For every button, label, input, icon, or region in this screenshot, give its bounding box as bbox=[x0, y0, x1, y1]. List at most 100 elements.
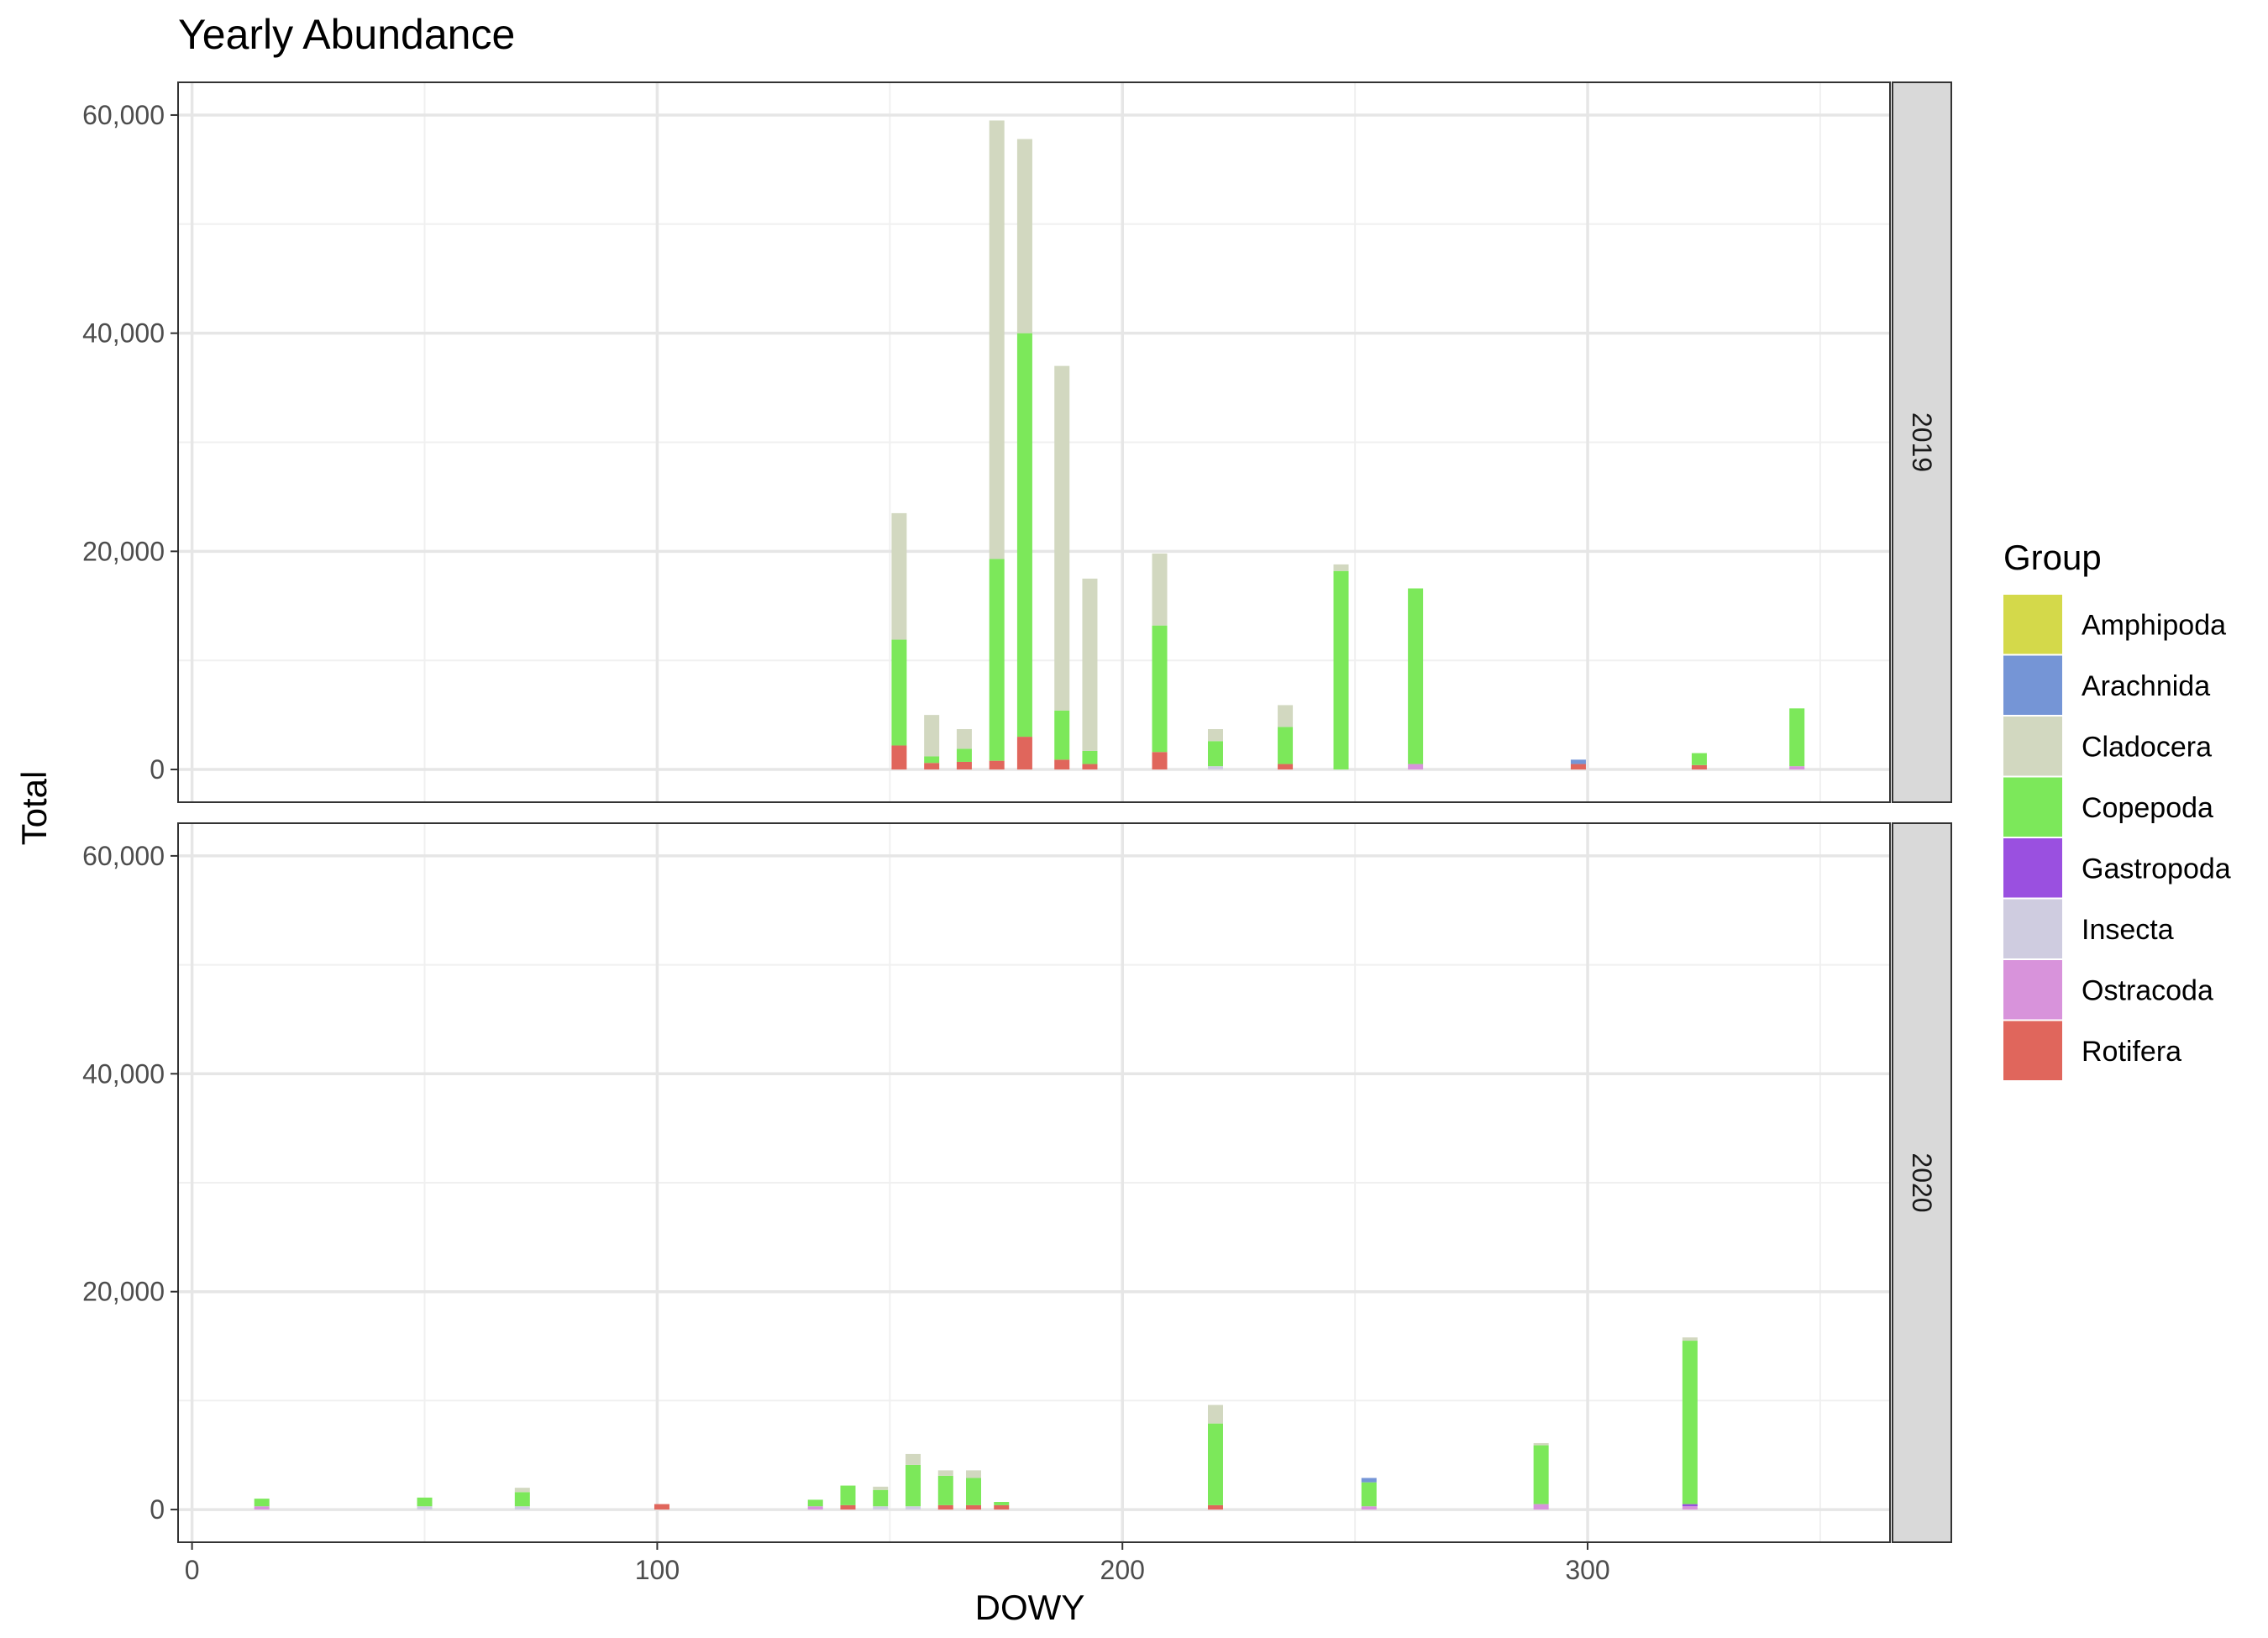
legend-swatch bbox=[2003, 1021, 2062, 1080]
legend-label: Ostracoda bbox=[2082, 974, 2213, 1006]
bar-segment-cladocera-day-235 bbox=[1278, 705, 1294, 727]
y-tick-label: 40,000 bbox=[82, 1058, 165, 1089]
bar-segment-ostracoda-day-290 bbox=[1533, 1504, 1549, 1510]
bar-segment-ostracoda-day-345 bbox=[1789, 766, 1805, 770]
legend-swatch bbox=[2003, 655, 2062, 715]
bar-segment-rotifera-day-152 bbox=[891, 745, 907, 770]
legend-item-arachnida: Arachnida bbox=[2003, 655, 2210, 715]
facet-strip-label: 2019 bbox=[1907, 412, 1937, 472]
bar-segment-copepoda-day-208 bbox=[1152, 625, 1168, 753]
bar-segment-rotifera-day-208 bbox=[1152, 752, 1168, 770]
bar-segment-copepoda-day-174 bbox=[994, 1502, 1010, 1505]
bar-segment-cladocera-day-290 bbox=[1533, 1442, 1549, 1446]
legend-label: Arachnida bbox=[2082, 670, 2210, 702]
bar-segment-cladocera-day-162 bbox=[937, 1470, 953, 1476]
bar-segment-arachnida-day-253 bbox=[1361, 1478, 1377, 1483]
bar-segment-copepoda-day-322 bbox=[1682, 1341, 1698, 1504]
y-tick-label: 60,000 bbox=[82, 841, 165, 871]
bar-segment-cladocera-day-187 bbox=[1054, 365, 1070, 711]
bar-segment-copepoda-day-166 bbox=[956, 748, 972, 762]
bar-segment-copepoda-day-50 bbox=[417, 1497, 433, 1507]
bar-segment-copepoda-day-235 bbox=[1278, 727, 1294, 764]
bar-segment-rotifera-day-324 bbox=[1691, 764, 1707, 770]
bar-segment-cladocera-day-71 bbox=[514, 1488, 530, 1493]
bar-segment-ostracoda-day-134 bbox=[807, 1506, 823, 1510]
bar-segment-copepoda-day-141 bbox=[840, 1485, 856, 1505]
bar-segment-copepoda-day-345 bbox=[1789, 708, 1805, 767]
bar-segment-copepoda-day-193 bbox=[1082, 750, 1098, 764]
bar-segment-insecta-day-71 bbox=[514, 1506, 530, 1510]
bar-segment-copepoda-day-71 bbox=[514, 1492, 530, 1507]
facet-strip bbox=[1892, 822, 1952, 1543]
bar-segment-rotifera-day-235 bbox=[1278, 764, 1294, 770]
bar-segment-cladocera-day-193 bbox=[1082, 578, 1098, 751]
bar-segment-rotifera-day-174 bbox=[994, 1504, 1010, 1510]
x-tick-label: 0 bbox=[185, 1555, 200, 1585]
bar-segment-cladocera-day-168 bbox=[966, 1470, 982, 1478]
x-tick-label: 300 bbox=[1565, 1555, 1609, 1585]
legend-swatch bbox=[2003, 960, 2062, 1020]
legend-item-gastropoda: Gastropoda bbox=[2003, 838, 2231, 898]
legend-item-cladocera: Cladocera bbox=[2003, 717, 2212, 776]
legend-swatch bbox=[2003, 838, 2062, 898]
bar-segment-cladocera-day-166 bbox=[956, 729, 972, 749]
bar-segment-cladocera-day-247 bbox=[1333, 564, 1349, 571]
legend-item-copepoda: Copepoda bbox=[2003, 777, 2213, 837]
bar-segment-rotifera-day-220 bbox=[1207, 1504, 1223, 1510]
bar-segment-cladocera-day-179 bbox=[1016, 139, 1032, 333]
bar-segment-cladocera-day-159 bbox=[924, 715, 940, 757]
bar-segment-ostracoda-day-263 bbox=[1408, 764, 1424, 770]
bar-segment-insecta-day-148 bbox=[873, 1506, 889, 1510]
y-axis-title: Total bbox=[14, 771, 54, 846]
facet-strip-label: 2020 bbox=[1907, 1152, 1937, 1212]
bar-segment-rotifera-day-162 bbox=[937, 1504, 953, 1510]
legend-label: Rotifera bbox=[2082, 1036, 2181, 1068]
legend-label: Amphipoda bbox=[2082, 609, 2226, 641]
y-tick-label: 20,000 bbox=[82, 1277, 165, 1307]
bar-segment-cladocera-day-173 bbox=[989, 120, 1005, 559]
legend-swatch bbox=[2003, 717, 2062, 776]
bar-segment-ostracoda-day-15 bbox=[254, 1506, 270, 1510]
bar-segment-rotifera-day-173 bbox=[989, 760, 1005, 770]
bar-segment-rotifera-day-187 bbox=[1054, 759, 1070, 770]
legend-item-insecta: Insecta bbox=[2003, 899, 2174, 958]
bar-segment-ostracoda-day-322 bbox=[1682, 1506, 1698, 1510]
bar-segment-cladocera-day-220 bbox=[1207, 729, 1223, 742]
panel-border bbox=[177, 81, 1891, 803]
bar-segment-copepoda-day-15 bbox=[254, 1499, 270, 1507]
legend-label: Insecta bbox=[2082, 914, 2174, 946]
panel-border bbox=[177, 822, 1891, 1543]
legend-title: Group bbox=[2003, 538, 2102, 577]
legend-swatch bbox=[2003, 777, 2062, 837]
facet-panel-2019: 0 20,000 40,000 60,000 2019 bbox=[82, 81, 1952, 803]
legend-label: Copepoda bbox=[2082, 792, 2213, 824]
bar-segment-rotifera-day-159 bbox=[924, 763, 940, 770]
legend-item-ostracoda: Ostracoda bbox=[2003, 960, 2213, 1020]
bar-segment-cladocera-day-148 bbox=[873, 1486, 889, 1490]
legend-swatch bbox=[2003, 899, 2062, 958]
bar-segment-insecta-day-155 bbox=[906, 1506, 921, 1510]
y-tick-label: 20,000 bbox=[82, 536, 165, 566]
bar-segment-copepoda-day-253 bbox=[1361, 1482, 1377, 1507]
bar-segment-rotifera-day-101 bbox=[654, 1504, 669, 1510]
bar-segment-copepoda-day-324 bbox=[1691, 753, 1707, 765]
bar-segment-copepoda-day-168 bbox=[966, 1478, 982, 1505]
facet-strip bbox=[1892, 81, 1952, 803]
bar-segment-insecta-day-50 bbox=[417, 1506, 433, 1510]
bar-segment-copepoda-day-155 bbox=[906, 1464, 921, 1507]
facet-panel-2020: 0 20,000 40,000 60,000 2020 0 100 200 300 bbox=[82, 822, 1952, 1585]
bar-segment-copepoda-day-148 bbox=[873, 1489, 889, 1507]
bar-segment-cladocera-day-208 bbox=[1152, 553, 1168, 626]
y-tick-label: 0 bbox=[150, 754, 165, 785]
bar-segment-copepoda-day-290 bbox=[1533, 1445, 1549, 1504]
bar-segment-copepoda-day-187 bbox=[1054, 710, 1070, 760]
legend-item-amphipoda: Amphipoda bbox=[2003, 595, 2226, 654]
y-tick-label: 40,000 bbox=[82, 318, 165, 349]
bar-segment-copepoda-day-159 bbox=[924, 756, 940, 764]
bar-segment-rotifera-day-168 bbox=[966, 1504, 982, 1510]
y-tick-label: 0 bbox=[150, 1494, 165, 1525]
bar-segment-cladocera-day-155 bbox=[906, 1453, 921, 1465]
bar-segment-cladocera-day-220 bbox=[1207, 1404, 1223, 1424]
bar-segment-copepoda-day-152 bbox=[891, 639, 907, 746]
